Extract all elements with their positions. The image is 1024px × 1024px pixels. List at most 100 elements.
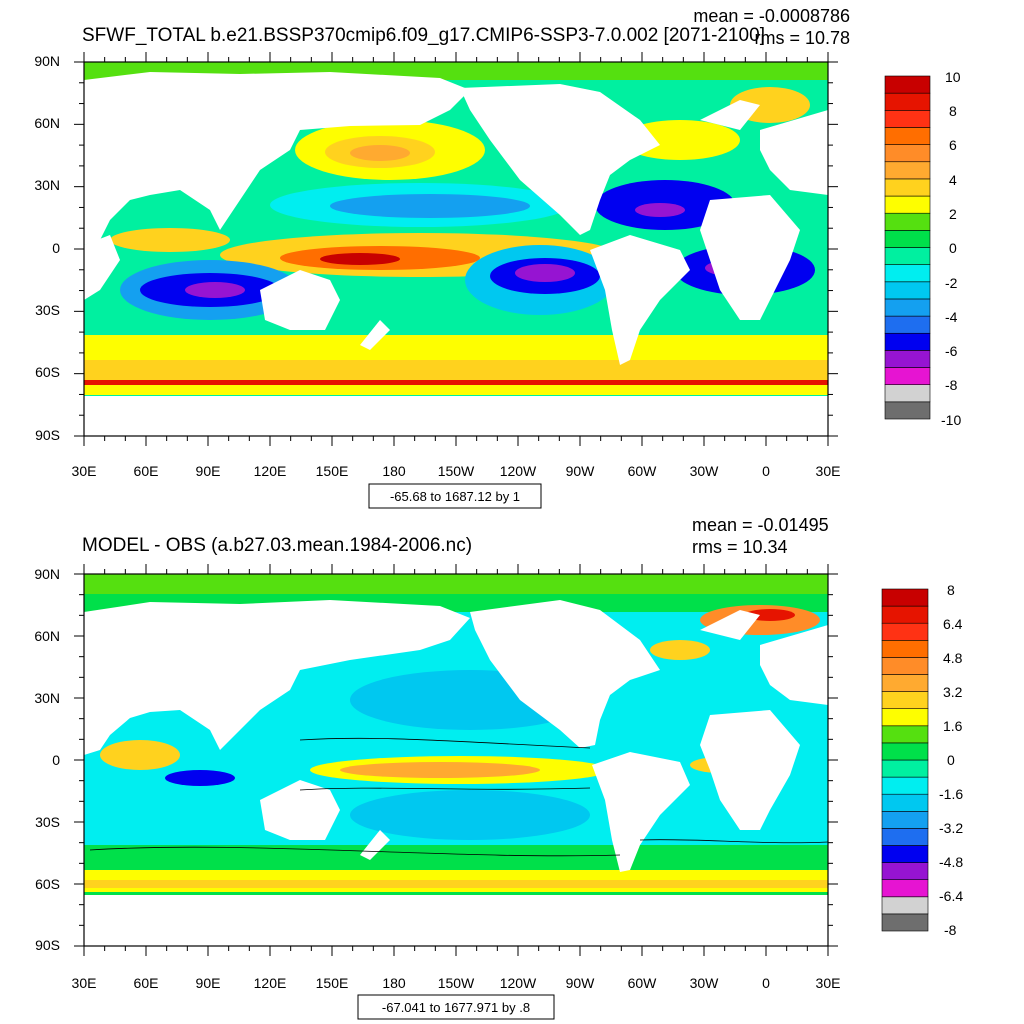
panel-1-colorbar-labels: 10 8 6 4 2 0 -2 -4 -6 -8 -10 [941, 69, 961, 428]
panel-2-field-map [84, 574, 828, 946]
lat-label: 60N [34, 115, 60, 131]
colorbar-swatch [884, 92, 931, 111]
panel-1-field-map [84, 62, 828, 436]
lat-label: 90N [34, 566, 60, 582]
colorbar-swatch [881, 862, 929, 880]
lon-label: 0 [762, 463, 770, 479]
panel-1-rms: rms = 10.78 [754, 28, 850, 48]
lat-label: 0 [52, 240, 60, 256]
colorbar-label: 2 [949, 206, 957, 222]
colorbar-swatch [884, 298, 931, 317]
colorbar-swatch [881, 708, 929, 727]
colorbar-label: -4 [945, 309, 958, 325]
colorbar-swatch [884, 178, 931, 197]
lat-label: 30N [34, 177, 60, 193]
colorbar-swatch [881, 674, 929, 692]
lat-label: 60S [35, 876, 60, 892]
panel-1-land [84, 72, 828, 365]
panel-1-colorbar [884, 75, 931, 420]
colorbar-swatch [881, 588, 929, 607]
lon-label: 30E [816, 975, 841, 991]
lon-label: 60W [628, 975, 658, 991]
colorbar-label: 8 [947, 582, 955, 598]
lon-label: 150E [316, 463, 349, 479]
colorbar-swatch [884, 281, 931, 300]
colorbar-swatch [881, 793, 929, 812]
lon-label: 90E [196, 463, 221, 479]
lat-label: 30N [34, 690, 60, 706]
colorbar-label: -4.8 [939, 854, 963, 870]
colorbar-label: -6.4 [939, 888, 963, 904]
lon-label: 180 [382, 463, 406, 479]
lon-label: 120E [254, 463, 287, 479]
lon-label: 180 [382, 975, 406, 991]
colorbar-swatch [881, 879, 929, 898]
colorbar-swatch [881, 896, 929, 915]
colorbar-swatch [884, 384, 931, 403]
colorbar-label: -2 [945, 275, 958, 291]
colorbar-swatch [881, 605, 929, 624]
lon-label: 60E [134, 975, 159, 991]
colorbar-swatch [881, 759, 929, 778]
colorbar-label: -8 [945, 377, 958, 393]
colorbar-swatch [881, 776, 929, 795]
lon-label: 90W [566, 463, 596, 479]
lon-label: 90E [196, 975, 221, 991]
lon-label: 60E [134, 463, 159, 479]
colorbar-swatch [881, 639, 929, 658]
colorbar-swatch [884, 332, 931, 351]
colorbar-swatch [881, 622, 929, 641]
lon-label: 150E [316, 975, 349, 991]
colorbar-label: -8 [944, 922, 957, 938]
colorbar-label: 8 [949, 103, 957, 119]
colorbar-label: 3.2 [943, 684, 963, 700]
panel-2-range-text: -67.041 to 1677.971 by .8 [382, 1000, 530, 1015]
lon-label: 150W [438, 975, 475, 991]
colorbar-swatch [884, 212, 931, 231]
colorbar-swatch [881, 845, 929, 863]
colorbar-swatch [884, 230, 931, 248]
panel-2-colorbar [881, 588, 929, 932]
lon-label: 90W [566, 975, 596, 991]
panel-2-ticks [74, 564, 838, 956]
colorbar-swatch [881, 913, 929, 932]
lat-label: 30S [35, 814, 60, 830]
lat-label: 90N [34, 53, 60, 69]
colorbar-swatch [881, 657, 929, 675]
colorbar-swatch [884, 367, 931, 385]
colorbar-swatch [884, 195, 931, 214]
lat-label: 60S [35, 364, 60, 380]
colorbar-label: 1.6 [943, 718, 963, 734]
lat-label: 30S [35, 302, 60, 318]
lon-label: 120W [500, 463, 537, 479]
panel-2-rms: rms = 10.34 [692, 537, 788, 557]
panel-2-land [84, 600, 828, 872]
panel-1-mean: mean = -0.0008786 [693, 6, 850, 26]
lon-label: 150W [438, 463, 475, 479]
lon-label: 30W [690, 975, 720, 991]
colorbar-label: 10 [945, 69, 961, 85]
lon-label: 30E [816, 463, 841, 479]
panel-2-lon-labels: 30E 60E 90E 120E 150E 180 150W 120W 90W … [72, 975, 841, 991]
lat-label: 90S [35, 937, 60, 953]
colorbar-swatch [881, 828, 929, 846]
panel-2-contours [89, 737, 828, 857]
panel-1-range-text: -65.68 to 1687.12 by 1 [390, 489, 520, 504]
panel-2-mean: mean = -0.01495 [692, 515, 829, 535]
colorbar-swatch [884, 401, 931, 420]
lon-label: 60W [628, 463, 658, 479]
panel-1-title: SFWF_TOTAL b.e21.BSSP370cmip6.f09_g17.CM… [82, 25, 765, 46]
panel-2-range-box [357, 994, 555, 1020]
lon-label: 30E [72, 975, 97, 991]
colorbar-swatch [881, 810, 929, 829]
lon-label: 120E [254, 975, 287, 991]
colorbar-swatch [881, 742, 929, 761]
lon-label: 120W [500, 975, 537, 991]
lat-label: 0 [52, 752, 60, 768]
colorbar-swatch [884, 75, 931, 94]
colorbar-swatch [884, 350, 931, 368]
lat-label: 90S [35, 427, 60, 443]
colorbar-swatch [881, 691, 929, 709]
colorbar-swatch [884, 247, 931, 265]
